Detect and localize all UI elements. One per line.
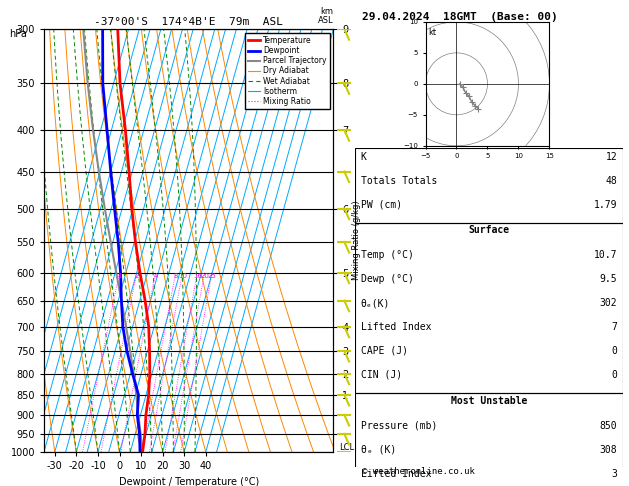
Bar [355,148,623,223]
Text: 20: 20 [200,273,209,278]
Text: 7: 7 [611,322,618,332]
Text: © weatheronline.co.uk: © weatheronline.co.uk [362,467,474,476]
Text: Surface: Surface [469,226,509,235]
Text: 9.5: 9.5 [599,275,618,284]
Text: 302: 302 [599,298,618,308]
Text: Lifted Index: Lifted Index [361,469,431,479]
Text: 25: 25 [208,273,216,278]
Text: 308: 308 [599,445,618,455]
Legend: Temperature, Dewpoint, Parcel Trajectory, Dry Adiabat, Wet Adiabat, Isotherm, Mi: Temperature, Dewpoint, Parcel Trajectory… [245,33,330,109]
Text: 4: 4 [153,273,158,278]
Text: hPa: hPa [9,29,27,39]
Text: CIN (J): CIN (J) [361,370,402,380]
X-axis label: Dewpoint / Temperature (°C): Dewpoint / Temperature (°C) [119,477,259,486]
Text: Temp (°C): Temp (°C) [361,250,414,260]
Text: 10.7: 10.7 [594,250,618,260]
Text: 0: 0 [611,370,618,380]
Text: K: K [361,152,367,162]
Text: 1: 1 [117,273,121,278]
Text: 2: 2 [135,273,139,278]
Text: 3: 3 [611,469,618,479]
Text: CAPE (J): CAPE (J) [361,346,408,356]
Text: 48: 48 [606,175,618,186]
Text: 1.79: 1.79 [594,200,618,209]
Text: Totals Totals: Totals Totals [361,175,437,186]
Text: 0: 0 [611,346,618,356]
Text: kt: kt [428,28,436,37]
Text: 16: 16 [192,273,202,278]
Bar [355,223,623,393]
Text: 10: 10 [178,273,187,278]
Text: 8: 8 [174,273,178,278]
Text: Most Unstable: Most Unstable [451,396,527,406]
Text: θₑ(K): θₑ(K) [361,298,390,308]
Text: PW (cm): PW (cm) [361,200,402,209]
Text: θₑ (K): θₑ (K) [361,445,396,455]
Text: Dewp (°C): Dewp (°C) [361,275,414,284]
Text: Mixing Ratio (g/kg): Mixing Ratio (g/kg) [352,201,361,280]
Text: 12: 12 [606,152,618,162]
Text: 29.04.2024  18GMT  (Base: 00): 29.04.2024 18GMT (Base: 00) [362,12,557,22]
Text: LCL: LCL [339,443,354,452]
Text: km
ASL: km ASL [318,7,333,25]
Title: -37°00'S  174°4B'E  79m  ASL: -37°00'S 174°4B'E 79m ASL [94,17,283,27]
Text: 850: 850 [599,421,618,431]
Text: Lifted Index: Lifted Index [361,322,431,332]
Bar [355,393,623,486]
Text: Pressure (mb): Pressure (mb) [361,421,437,431]
